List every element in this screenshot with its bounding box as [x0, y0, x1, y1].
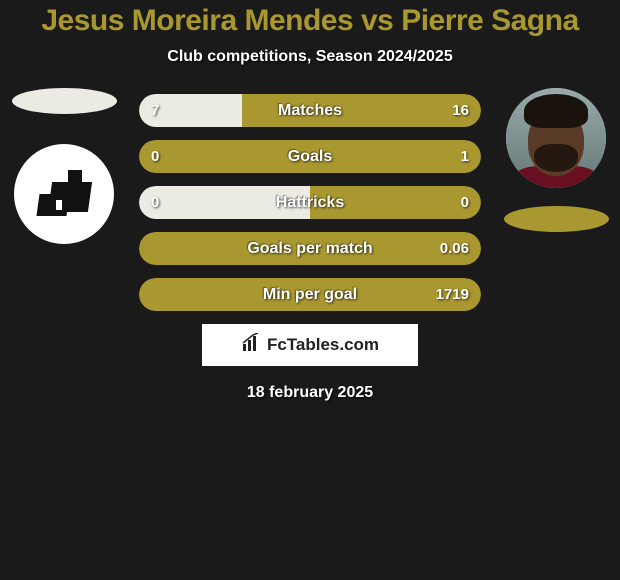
stat-bar: 0 Hattricks 0 [139, 186, 481, 219]
player-right-avatar [506, 88, 606, 188]
club-crest-icon [32, 164, 96, 224]
comparison-body: 7 Matches 16 0 Goals 1 0 Hattricks 0 Goals per ma… [0, 94, 620, 311]
stat-value-right: 1 [461, 148, 469, 165]
chart-icon [241, 333, 261, 358]
player-left-color-swatch [12, 88, 117, 114]
player-right-column [496, 88, 616, 232]
stat-value-right: 16 [452, 102, 469, 119]
comparison-date: 18 february 2025 [0, 384, 620, 402]
branding-box: FcTables.com [202, 324, 418, 366]
comparison-title: Jesus Moreira Mendes vs Pierre Sagna [0, 0, 620, 38]
stat-value-left: 7 [151, 102, 159, 119]
stat-label: Min per goal [263, 286, 357, 304]
branding-text: FcTables.com [267, 335, 379, 355]
stat-value-right: 0.06 [440, 240, 469, 257]
stat-bar: 0 Goals 1 [139, 140, 481, 173]
stat-bar: 7 Matches 16 [139, 94, 481, 127]
player-left-column [4, 88, 124, 244]
stats-bars: 7 Matches 16 0 Goals 1 0 Hattricks 0 Goals per ma… [139, 94, 481, 311]
player-left-avatar [14, 144, 114, 244]
stat-bar: Goals per match 0.06 [139, 232, 481, 265]
stat-bar: Min per goal 1719 [139, 278, 481, 311]
stat-value-right: 1719 [436, 286, 469, 303]
player-right-color-swatch [504, 206, 609, 232]
stat-label: Hattricks [276, 194, 344, 212]
stat-value-right: 0 [461, 194, 469, 211]
stat-label: Goals [288, 148, 332, 166]
stat-label: Matches [278, 102, 342, 120]
comparison-subtitle: Club competitions, Season 2024/2025 [0, 48, 620, 66]
stat-value-left: 0 [151, 194, 159, 211]
stat-label: Goals per match [247, 240, 372, 258]
stat-value-left: 0 [151, 148, 159, 165]
